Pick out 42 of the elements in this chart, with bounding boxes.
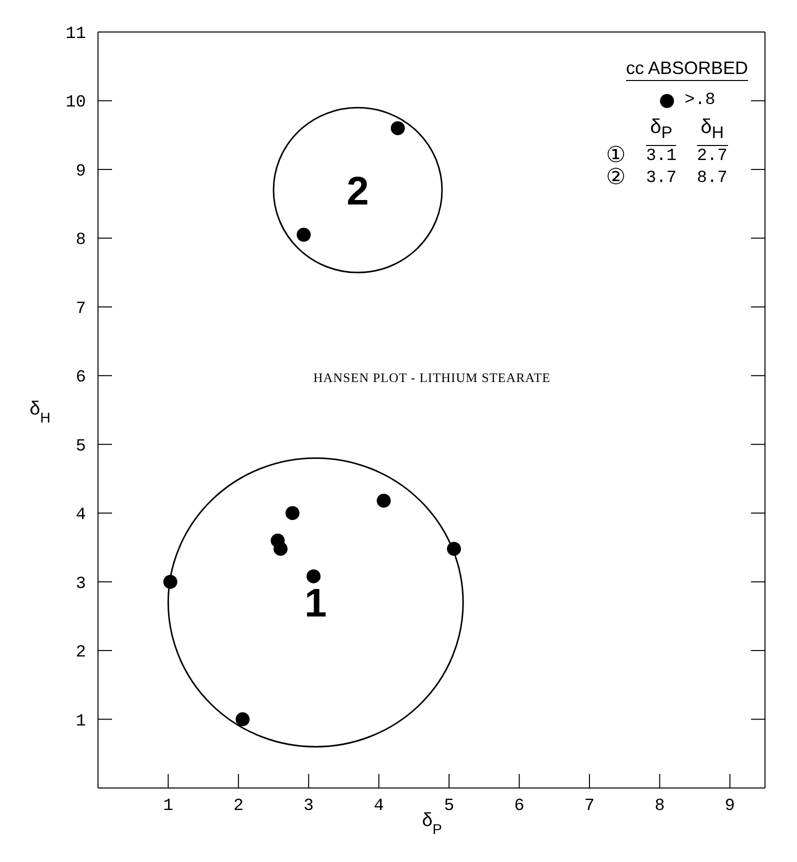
x-tick-label: 4: [374, 797, 384, 816]
y-tick-label: 3: [76, 574, 86, 594]
y-axis-title: δ$_{H}$: [30, 398, 50, 426]
x-tick-label: 1: [163, 797, 174, 816]
y-tick-label: 9: [76, 162, 86, 182]
x-tick-label: 2: [233, 797, 244, 816]
annotation: 2: [346, 169, 369, 214]
annotation: 3.1: [644, 146, 678, 168]
y-tick-label: 6: [76, 368, 86, 388]
y-tick-label: 8: [76, 231, 86, 250]
point: [306, 569, 321, 584]
point: [296, 228, 311, 242]
point: [376, 494, 391, 508]
x-tick-label: 8: [654, 797, 665, 816]
annotation: 2.7: [696, 146, 728, 168]
legend-title: cc ABSORBED: [626, 58, 748, 81]
annotation: δ$_{P}$: [650, 116, 672, 142]
point: [285, 506, 300, 520]
point: [390, 121, 405, 136]
y-tick-label: 5: [76, 437, 86, 456]
annotation: δ$_{H}$: [700, 116, 724, 142]
x-tick-label: 5: [444, 797, 454, 816]
x-tick-label: 3: [304, 797, 314, 816]
x-tick-label: 7: [584, 797, 595, 816]
point: [274, 542, 288, 556]
x-tick-label: 9: [724, 797, 735, 816]
annotation: ②: [604, 166, 627, 191]
x-tick-label: 6: [514, 797, 524, 816]
legend-label: >.8: [684, 91, 716, 110]
y-tick-label: 11: [66, 25, 86, 44]
point: [236, 712, 250, 726]
y-tick-label: 10: [66, 94, 86, 113]
y-tick-label: 4: [76, 506, 86, 526]
y-tick-label: 1: [76, 712, 86, 732]
x-axis-title: δ$_{P}$: [422, 810, 442, 838]
y-tick-label: 7: [76, 300, 86, 319]
annotation: ①: [604, 144, 627, 169]
annotation: 1: [304, 582, 327, 626]
annotation: 3.7: [644, 168, 678, 190]
text: HANSEN PLOT - LITHIUM STEARATE: [312, 370, 552, 386]
annotation: 8.7: [696, 168, 728, 190]
y-tick-label: 2: [76, 644, 86, 663]
